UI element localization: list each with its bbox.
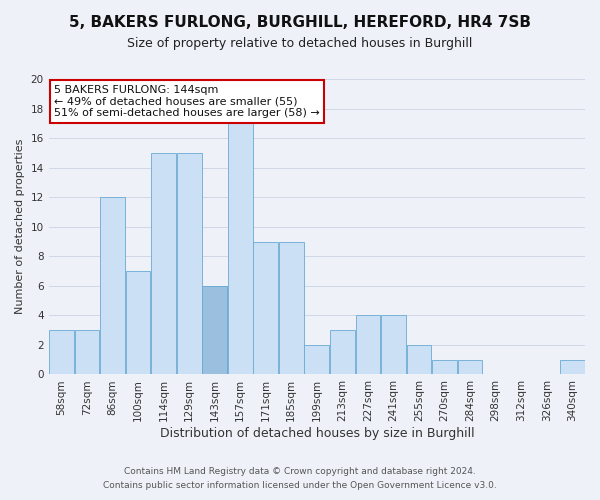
Bar — [177, 153, 202, 374]
Bar — [356, 316, 380, 374]
Bar — [330, 330, 355, 374]
Bar — [202, 286, 227, 374]
Bar — [279, 242, 304, 374]
Bar — [432, 360, 457, 374]
X-axis label: Distribution of detached houses by size in Burghill: Distribution of detached houses by size … — [160, 427, 474, 440]
Text: Contains public sector information licensed under the Open Government Licence v3: Contains public sector information licen… — [103, 481, 497, 490]
Bar — [228, 124, 253, 374]
Bar — [202, 286, 227, 374]
Bar — [125, 271, 151, 374]
Bar — [560, 360, 584, 374]
Bar — [458, 360, 482, 374]
Bar — [151, 153, 176, 374]
Bar — [407, 345, 431, 374]
Bar — [49, 330, 74, 374]
Text: 5 BAKERS FURLONG: 144sqm
← 49% of detached houses are smaller (55)
51% of semi-d: 5 BAKERS FURLONG: 144sqm ← 49% of detach… — [54, 85, 320, 118]
Bar — [253, 242, 278, 374]
Bar — [381, 316, 406, 374]
Text: 5, BAKERS FURLONG, BURGHILL, HEREFORD, HR4 7SB: 5, BAKERS FURLONG, BURGHILL, HEREFORD, H… — [69, 15, 531, 30]
Text: Size of property relative to detached houses in Burghill: Size of property relative to detached ho… — [127, 38, 473, 51]
Bar — [304, 345, 329, 374]
Text: Contains HM Land Registry data © Crown copyright and database right 2024.: Contains HM Land Registry data © Crown c… — [124, 467, 476, 476]
Bar — [100, 197, 125, 374]
Bar — [74, 330, 100, 374]
Y-axis label: Number of detached properties: Number of detached properties — [15, 139, 25, 314]
